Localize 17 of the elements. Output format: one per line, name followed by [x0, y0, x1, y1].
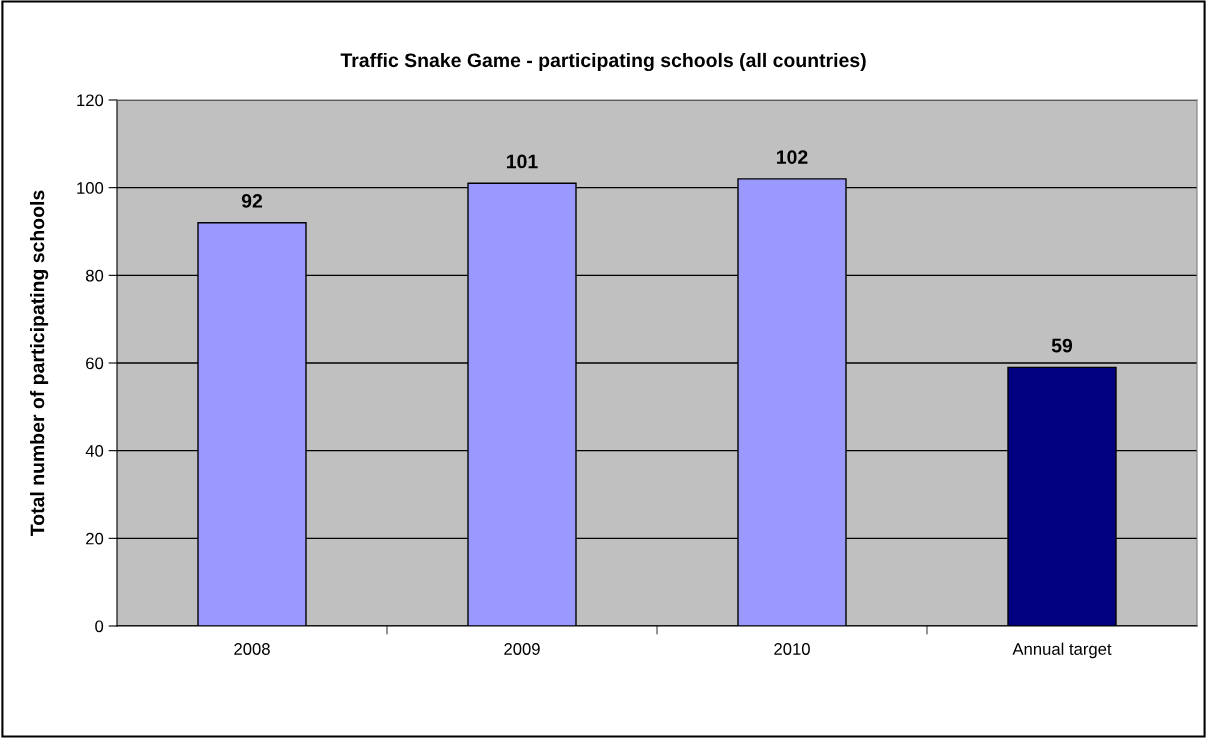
data-label: 59 [1051, 338, 1073, 353]
y-tick-label: 40 [85, 445, 104, 457]
x-tick-label: Annual target [1012, 642, 1112, 659]
data-label: 101 [507, 154, 538, 169]
data-label: 92 [241, 194, 263, 208]
y-tick-label: 60 [86, 357, 104, 370]
y-tick-label: 0 [95, 620, 104, 633]
y-tick-label: 120 [77, 94, 104, 107]
y-tick-label: 20 [86, 532, 104, 545]
y-tick-label: 100 [77, 182, 104, 194]
chart-title: Traffic Snake Game - participating schools (all countries) [340, 52, 866, 72]
y-axis-title: Total number of participating schools [30, 190, 49, 536]
y-tick-label: 80 [85, 269, 104, 282]
x-tick-label: 2008 [234, 643, 270, 655]
data-label: 102 [777, 150, 808, 164]
x-tick-label: 2009 [504, 643, 540, 655]
x-tick-label: 2010 [774, 643, 810, 655]
